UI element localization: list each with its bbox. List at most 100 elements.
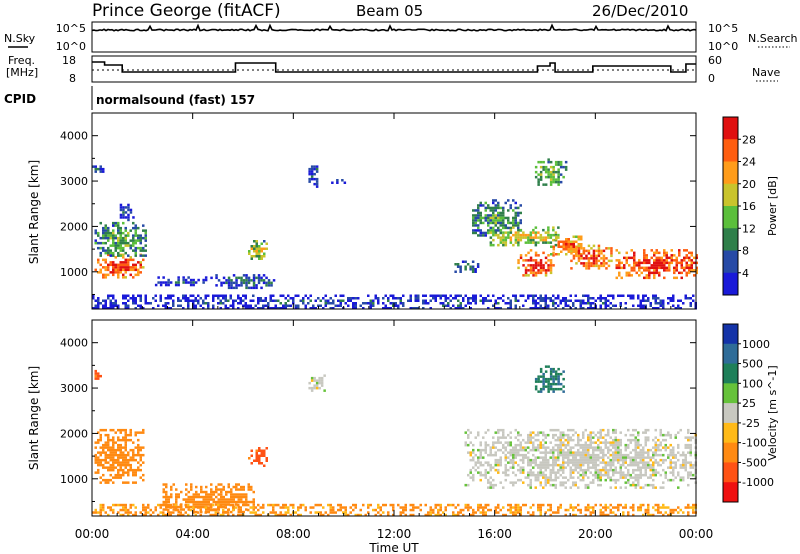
velocity-cell xyxy=(124,458,127,462)
velocity-cell xyxy=(599,473,602,477)
velocity-cell xyxy=(404,506,407,509)
velocity-cell xyxy=(574,506,577,509)
power-cell xyxy=(122,273,125,277)
velocity-cell xyxy=(572,438,575,442)
velocity-cell xyxy=(137,451,140,454)
power-cell xyxy=(537,254,540,257)
velocity-cell xyxy=(104,433,107,437)
power-cell xyxy=(99,167,102,171)
velocity-cell xyxy=(677,431,680,434)
power-cell xyxy=(663,254,666,257)
power-cell xyxy=(192,304,195,307)
velocity-cell xyxy=(185,493,188,496)
power-cell xyxy=(677,307,680,310)
velocity-cell xyxy=(200,503,203,506)
velocity-cell xyxy=(479,461,482,464)
power-cell xyxy=(310,170,314,173)
velocity-cell xyxy=(679,466,682,469)
velocity-cell xyxy=(97,441,100,444)
velocity-cell xyxy=(167,511,170,514)
velocity-cell xyxy=(612,443,615,447)
velocity-cell xyxy=(239,508,242,512)
velocity-cell xyxy=(532,503,535,507)
power-cell xyxy=(364,302,367,305)
power-cell xyxy=(519,219,522,222)
power-cell xyxy=(142,254,145,257)
power-cell xyxy=(479,234,482,237)
power-cell xyxy=(630,274,633,277)
velocity-cell xyxy=(324,511,327,514)
velocity-cell xyxy=(582,471,585,474)
velocity-cell xyxy=(589,446,592,449)
power-cell xyxy=(107,226,110,230)
velocity-cell xyxy=(617,446,620,449)
power-cell xyxy=(479,219,482,222)
velocity-cell xyxy=(647,438,650,442)
power-cell xyxy=(479,216,482,220)
power-cell xyxy=(527,297,530,300)
velocity-cell xyxy=(124,508,127,512)
power-cell xyxy=(244,294,247,297)
power-cell xyxy=(147,302,150,305)
power-cell xyxy=(499,221,502,225)
power-cell xyxy=(638,266,641,270)
velocity-cell xyxy=(597,456,600,459)
velocity-cell xyxy=(537,377,540,381)
power-cell xyxy=(134,263,137,267)
velocity-cell xyxy=(112,476,115,479)
velocity-cell xyxy=(222,513,225,517)
power-cell xyxy=(557,163,560,166)
velocity-cell xyxy=(165,505,168,509)
velocity-cell xyxy=(627,438,630,442)
power-cell xyxy=(479,204,482,207)
velocity-cell xyxy=(604,508,607,512)
power-cell xyxy=(197,278,200,282)
velocity-cell xyxy=(647,466,650,469)
power-cell xyxy=(695,271,698,275)
velocity-cell xyxy=(687,461,690,464)
velocity-cell xyxy=(522,456,525,459)
power-cell xyxy=(639,307,642,310)
velocity-cell xyxy=(195,493,198,496)
power-cell xyxy=(182,276,185,279)
velocity-cell xyxy=(109,446,112,449)
velocity-cell xyxy=(552,428,555,432)
power-cell xyxy=(104,273,107,277)
velocity-cell xyxy=(629,483,632,487)
velocity-cell xyxy=(567,451,570,454)
power-cell xyxy=(484,299,487,302)
velocity-cell xyxy=(609,458,612,462)
power-cell xyxy=(134,302,137,305)
velocity-cell xyxy=(562,441,565,444)
velocity-cell xyxy=(107,468,110,472)
power-cell xyxy=(258,255,261,258)
velocity-cell xyxy=(542,431,545,434)
velocity-cell xyxy=(107,456,110,459)
velocity-cell xyxy=(639,486,642,489)
power-cell xyxy=(258,252,261,255)
velocity-cell xyxy=(124,441,127,444)
velocity-cell xyxy=(102,428,105,432)
power-cell xyxy=(134,241,137,245)
power-cell xyxy=(456,263,460,266)
velocity-cell xyxy=(554,483,557,487)
velocity-cell xyxy=(529,486,532,489)
velocity-cell xyxy=(527,463,530,467)
power-cell xyxy=(497,307,500,310)
velocity-cell xyxy=(584,471,587,474)
velocity-cell xyxy=(542,380,545,383)
velocity-cell xyxy=(612,511,615,514)
velocity-cell xyxy=(592,461,595,464)
power-cell xyxy=(484,209,487,212)
power-cell xyxy=(547,269,550,272)
power-cell xyxy=(497,297,500,300)
velocity-cell xyxy=(687,476,690,479)
velocity-cell xyxy=(594,473,597,477)
velocity-cell xyxy=(637,453,640,457)
power-cell xyxy=(112,236,115,240)
velocity-cell xyxy=(647,513,650,517)
velocity-cell xyxy=(434,513,437,517)
velocity-cell xyxy=(579,446,582,449)
power-cell xyxy=(688,259,691,262)
velocity-cell xyxy=(254,506,257,509)
